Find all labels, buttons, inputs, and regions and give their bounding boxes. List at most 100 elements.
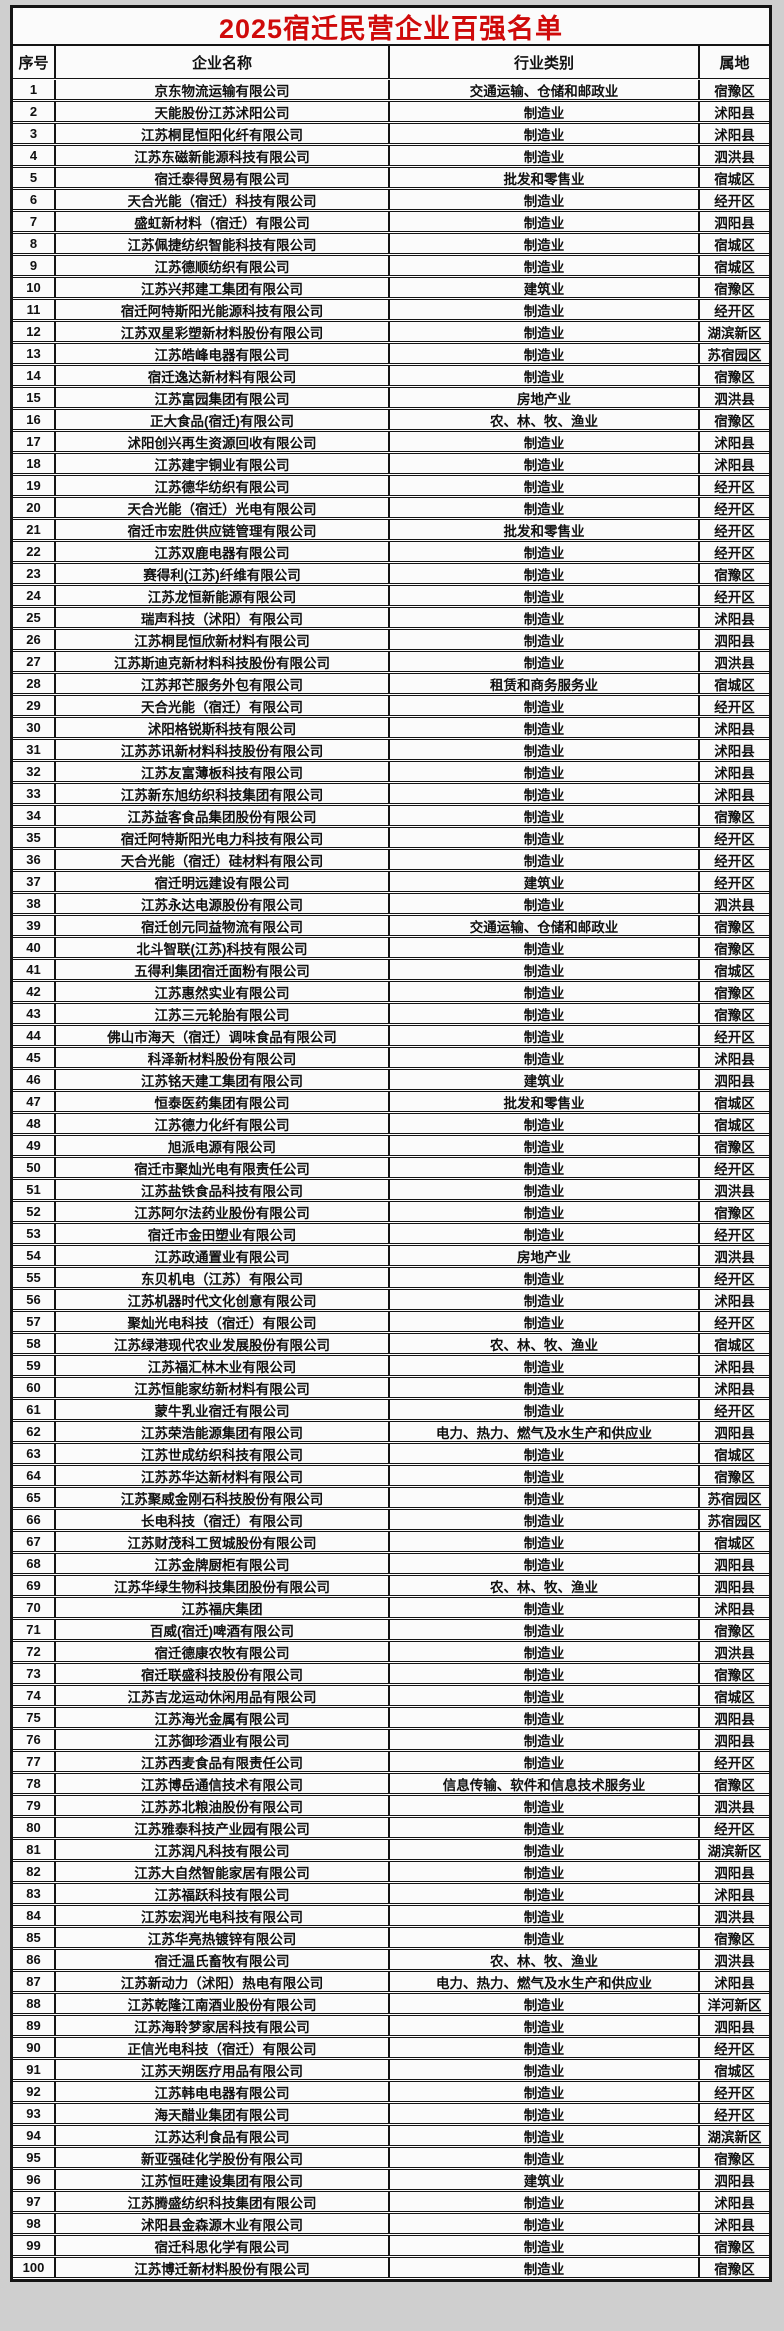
industry-cell: 制造业 <box>388 1136 698 1155</box>
table-row: 39 宿迁创元同益物流有限公司 交通运输、仓储和邮政业 宿豫区 <box>13 915 769 936</box>
industry-cell: 制造业 <box>388 784 698 803</box>
region-cell: 沭阳县 <box>698 1290 769 1309</box>
table-row: 42 江苏惠然实业有限公司 制造业 宿豫区 <box>13 981 769 1002</box>
industry-cell: 制造业 <box>388 1466 698 1485</box>
rank-cell: 73 <box>26 1666 41 1681</box>
rank-cell: 27 <box>26 654 41 669</box>
company-name-cell: 百威(宿迁)啤酒有限公司 <box>54 1620 388 1639</box>
industry-cell: 制造业 <box>388 806 698 825</box>
rank-cell: 26 <box>26 632 41 647</box>
table-header-row: 序号 企业名称 行业类别 属地 <box>13 46 769 79</box>
region-cell: 宿豫区 <box>698 2148 769 2167</box>
industry-cell: 制造业 <box>388 146 698 165</box>
table-row: 76 江苏御珍酒业有限公司 制造业 泗阳县 <box>13 1729 769 1750</box>
rank-cell: 14 <box>26 368 41 383</box>
table-row: 61 蒙牛乳业宿迁有限公司 制造业 经开区 <box>13 1399 769 1420</box>
table-row: 34 江苏益客食品集团股份有限公司 制造业 宿豫区 <box>13 805 769 826</box>
industry-cell: 制造业 <box>388 982 698 1001</box>
table-row: 19 江苏德华纺织有限公司 制造业 经开区 <box>13 475 769 496</box>
industry-cell: 制造业 <box>388 432 698 451</box>
region-cell: 经开区 <box>698 2104 769 2123</box>
region-cell: 苏宿园区 <box>698 344 769 363</box>
rank-cell: 43 <box>26 1006 41 1021</box>
industry-cell: 制造业 <box>388 256 698 275</box>
region-cell: 沭阳县 <box>698 1048 769 1067</box>
industry-cell: 批发和零售业 <box>388 520 698 539</box>
table-row: 96 江苏恒旺建设集团有限公司 建筑业 泗阳县 <box>13 2169 769 2190</box>
rank-cell: 89 <box>26 2018 41 2033</box>
rank-cell: 51 <box>26 1182 41 1197</box>
table-row: 20 天合光能（宿迁）光电有限公司 制造业 经开区 <box>13 497 769 518</box>
region-cell: 苏宿园区 <box>698 1488 769 1507</box>
company-name-cell: 江苏福汇林木业有限公司 <box>54 1356 388 1375</box>
table-row: 52 江苏阿尔法药业股份有限公司 制造业 宿豫区 <box>13 1201 769 1222</box>
rank-cell: 30 <box>26 720 41 735</box>
table-row: 100 江苏博迁新材料股份有限公司 制造业 宿豫区 <box>13 2257 769 2278</box>
industry-cell: 制造业 <box>388 1356 698 1375</box>
company-name-cell: 江苏桐昆恒欣新材料有限公司 <box>54 630 388 649</box>
column-header-region: 属地 <box>698 46 769 78</box>
region-cell: 宿豫区 <box>698 80 769 99</box>
table-row: 83 江苏福跃科技有限公司 制造业 沭阳县 <box>13 1883 769 1904</box>
industry-cell: 制造业 <box>388 564 698 583</box>
industry-cell: 制造业 <box>388 454 698 473</box>
industry-cell: 制造业 <box>388 1048 698 1067</box>
rank-cell: 19 <box>26 478 41 493</box>
table-row: 35 宿迁阿特斯阳光电力科技有限公司 制造业 经开区 <box>13 827 769 848</box>
company-name-cell: 江苏新动力（沭阳）热电有限公司 <box>54 1972 388 1991</box>
company-name-cell: 宿迁科思化学有限公司 <box>54 2236 388 2255</box>
rank-cell: 72 <box>26 1644 41 1659</box>
rank-cell: 32 <box>26 764 41 779</box>
rank-cell: 54 <box>26 1248 41 1263</box>
company-name-cell: 聚灿光电科技（宿迁）有限公司 <box>54 1312 388 1331</box>
table-row: 64 江苏苏华达新材料有限公司 制造业 宿豫区 <box>13 1465 769 1486</box>
company-name-cell: 江苏铭天建工集团有限公司 <box>54 1070 388 1089</box>
industry-cell: 制造业 <box>388 2082 698 2101</box>
region-cell: 经开区 <box>698 1312 769 1331</box>
region-cell: 泗阳县 <box>698 212 769 231</box>
rank-cell: 39 <box>26 918 41 933</box>
industry-cell: 建筑业 <box>388 872 698 891</box>
company-name-cell: 江苏桐昆恒阳化纤有限公司 <box>54 124 388 143</box>
industry-cell: 制造业 <box>388 344 698 363</box>
industry-cell: 制造业 <box>388 2258 698 2277</box>
industry-cell: 电力、热力、燃气及水生产和供应业 <box>388 1972 698 1991</box>
table-row: 44 佛山市海天（宿迁）调味食品有限公司 制造业 经开区 <box>13 1025 769 1046</box>
industry-cell: 制造业 <box>388 938 698 957</box>
rank-cell: 86 <box>26 1952 41 1967</box>
rank-cell: 98 <box>26 2216 41 2231</box>
column-header-rank: 序号 <box>18 54 49 72</box>
company-name-cell: 宿迁德康农牧有限公司 <box>54 1642 388 1661</box>
rank-cell: 20 <box>26 500 41 515</box>
industry-cell: 制造业 <box>388 2016 698 2035</box>
region-cell: 泗洪县 <box>698 1180 769 1199</box>
table-row: 38 江苏永达电源股份有限公司 制造业 泗洪县 <box>13 893 769 914</box>
table-body: 1 京东物流运输有限公司 交通运输、仓储和邮政业 宿豫区 2 天能股份江苏沭阳公… <box>13 80 769 2278</box>
rank-cell: 3 <box>29 126 38 141</box>
company-name-cell: 江苏博迁新材料股份有限公司 <box>54 2258 388 2277</box>
table-row: 66 长电科技（宿迁）有限公司 制造业 苏宿园区 <box>13 1509 769 1530</box>
rank-cell: 7 <box>29 214 38 229</box>
company-name-cell: 五得利集团宿迁面粉有限公司 <box>54 960 388 979</box>
industry-cell: 制造业 <box>388 1290 698 1309</box>
rank-cell: 25 <box>26 610 41 625</box>
rank-cell: 76 <box>26 1732 41 1747</box>
rank-cell: 80 <box>26 1820 41 1835</box>
company-name-cell: 科泽新材料股份有限公司 <box>54 1048 388 1067</box>
company-name-cell: 江苏福跃科技有限公司 <box>54 1884 388 1903</box>
rank-cell: 46 <box>26 1072 41 1087</box>
rank-cell: 62 <box>26 1424 41 1439</box>
rank-cell: 66 <box>26 1512 41 1527</box>
table-row: 10 江苏兴邦建工集团有限公司 建筑业 宿豫区 <box>13 277 769 298</box>
company-name-cell: 江苏御珍酒业有限公司 <box>54 1730 388 1749</box>
industry-cell: 制造业 <box>388 1664 698 1683</box>
industry-cell: 制造业 <box>388 1642 698 1661</box>
company-name-cell: 江苏佩捷纺织智能科技有限公司 <box>54 234 388 253</box>
rank-cell: 74 <box>26 1688 41 1703</box>
rank-cell: 91 <box>26 2062 41 2077</box>
table-row: 5 宿迁泰得贸易有限公司 批发和零售业 宿城区 <box>13 167 769 188</box>
region-cell: 经开区 <box>698 2038 769 2057</box>
table-row: 32 江苏友富薄板科技有限公司 制造业 沭阳县 <box>13 761 769 782</box>
company-name-cell: 江苏乾隆江南酒业股份有限公司 <box>54 1994 388 2013</box>
industry-cell: 建筑业 <box>388 1070 698 1089</box>
